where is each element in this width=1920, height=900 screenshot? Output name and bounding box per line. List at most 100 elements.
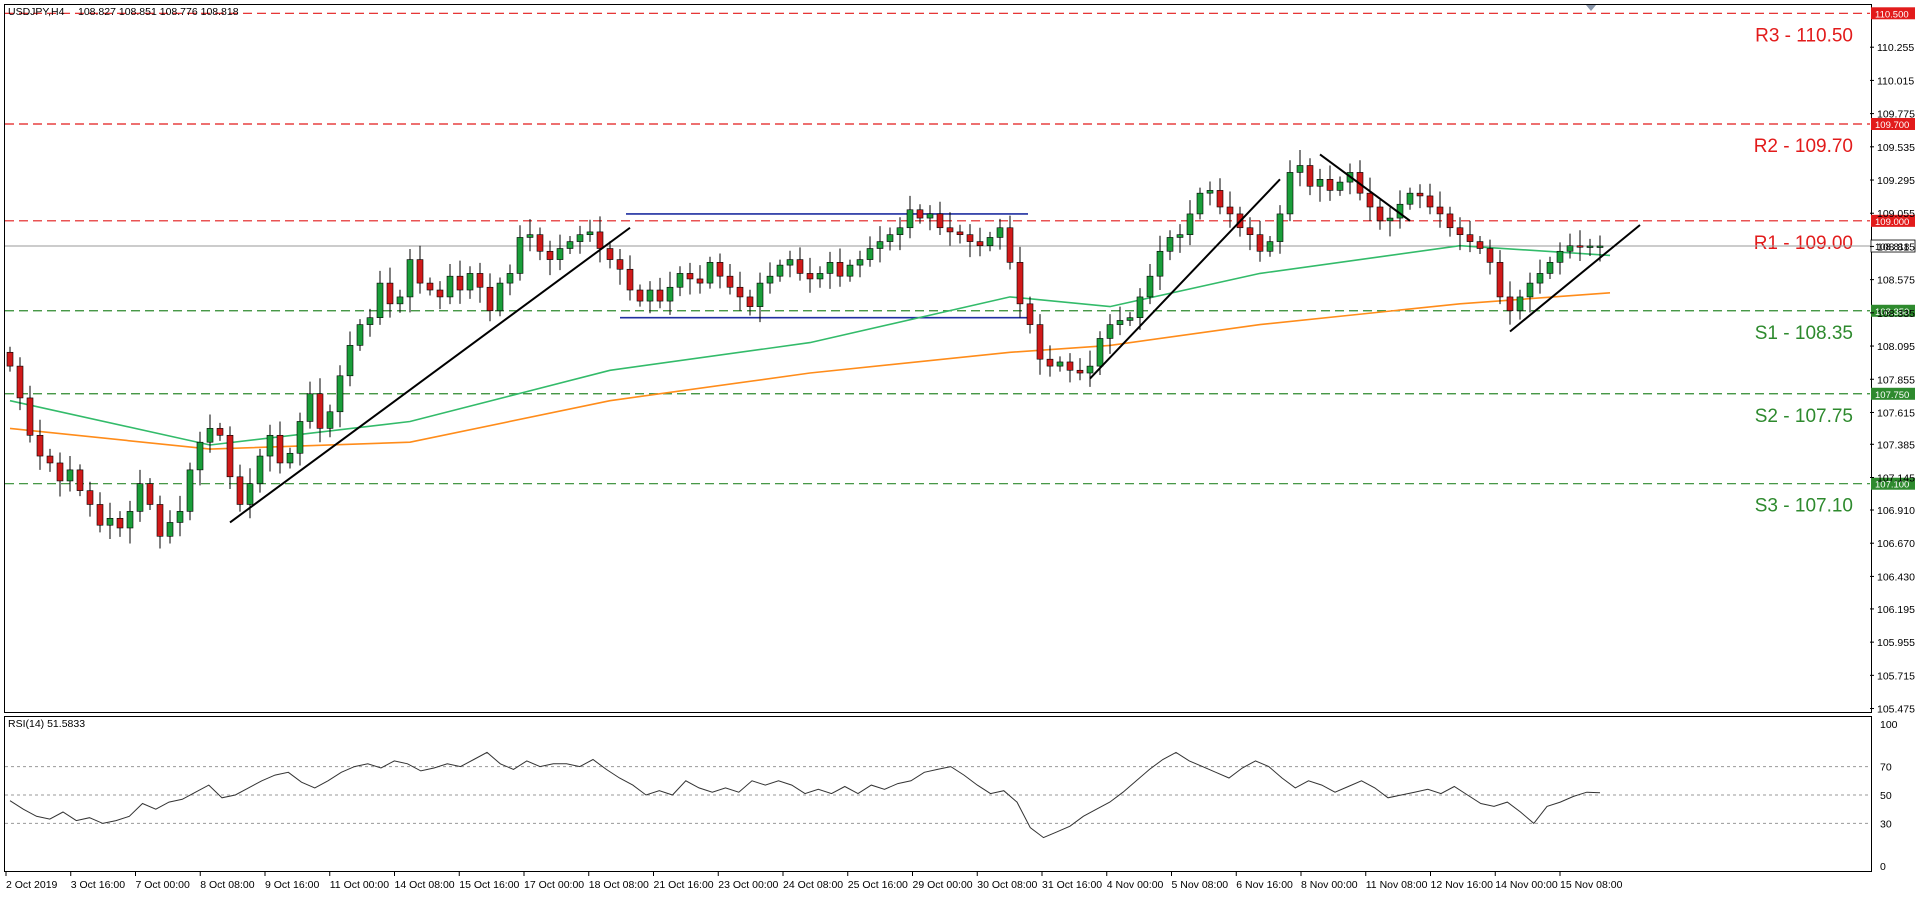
- candle: [606, 241, 614, 269]
- candle: [956, 224, 964, 244]
- candle: [1376, 199, 1384, 230]
- candle: [586, 219, 594, 242]
- candle: [396, 289, 404, 313]
- time-tick-label: 5 Nov 08:00: [1172, 879, 1229, 891]
- candle: [886, 227, 894, 251]
- candle-body: [876, 241, 884, 249]
- candle: [826, 251, 834, 289]
- candle-body: [1316, 179, 1324, 187]
- candle: [56, 452, 64, 497]
- time-axis: 2 Oct 2019 3 Oct 16:00 7 Oct 00:00 8 Oct 08…: [5, 872, 1623, 891]
- candle: [506, 264, 514, 296]
- candle-body: [6, 351, 14, 367]
- candle: [126, 500, 134, 544]
- candle-body: [806, 273, 814, 280]
- time-tick-label: 25 Oct 16:00: [848, 879, 908, 891]
- levels-layer: R3 - 110.50 R2 - 109.70 R1 - 109.00 S1 - 10…: [5, 12, 1870, 517]
- candle-body: [1156, 250, 1164, 277]
- candle-body: [1376, 206, 1384, 222]
- candle-body: [506, 273, 514, 284]
- candle: [1546, 256, 1554, 279]
- candle-body: [336, 375, 344, 413]
- candle: [96, 492, 104, 533]
- candle-body: [926, 213, 934, 219]
- candle-body: [906, 209, 914, 229]
- candle-body: [1206, 190, 1214, 194]
- candle-body: [676, 273, 684, 288]
- candle-body: [1366, 192, 1374, 208]
- price-axis: 110.255 110.015 109.775 109.535 109.295 109.0…: [1870, 42, 1915, 716]
- candle-body: [1106, 324, 1114, 339]
- candle: [966, 224, 974, 258]
- ohlc-readout: 108.827 108.851 108.776 108.818: [78, 6, 239, 18]
- candle-body: [916, 209, 924, 219]
- candle-body: [266, 434, 274, 457]
- candle: [146, 478, 154, 510]
- candle-body: [866, 248, 874, 260]
- candle-body: [536, 234, 544, 252]
- candle-body: [206, 428, 214, 443]
- candle: [1076, 358, 1084, 381]
- candle-body: [216, 428, 224, 436]
- candle-body: [76, 469, 84, 491]
- candle-body: [816, 273, 824, 280]
- rsi-tick-label: 70: [1880, 762, 1892, 774]
- candle-body: [26, 397, 34, 436]
- price-tick-label: 108.575: [1877, 275, 1915, 287]
- candle: [166, 510, 174, 544]
- candle-body: [1466, 234, 1474, 242]
- level-tag-r1: [1871, 214, 1915, 227]
- time-tick-label: 11 Nov 08:00: [1366, 879, 1428, 891]
- rsi-tick-label: 30: [1880, 818, 1892, 830]
- time-tick-label: 18 Oct 08:00: [589, 879, 649, 891]
- candle: [356, 319, 364, 351]
- candle: [656, 277, 664, 309]
- candle: [1186, 200, 1194, 246]
- candle-body: [136, 483, 144, 512]
- candle-body: [1386, 217, 1394, 222]
- candle: [846, 259, 854, 282]
- level-tag-s3: [1871, 477, 1915, 490]
- candle: [116, 511, 124, 537]
- candle-body: [596, 231, 604, 249]
- price-tick-label: 105.715: [1877, 670, 1915, 682]
- candle-body: [236, 476, 244, 505]
- price-tick-label: 107.615: [1877, 407, 1915, 419]
- candle: [996, 218, 1004, 250]
- time-tick-label: 24 Oct 08:00: [783, 879, 843, 891]
- candle-body: [276, 434, 284, 464]
- rsi-layer: 100 70 50 30 0: [5, 719, 1898, 873]
- candle: [1276, 205, 1284, 254]
- candle: [256, 448, 264, 493]
- candle: [306, 381, 314, 429]
- candle: [1536, 259, 1544, 294]
- candle-body: [776, 264, 784, 277]
- price-tick-label: 106.195: [1877, 604, 1915, 616]
- price-tick-label: 108.815: [1877, 241, 1915, 253]
- candle-body: [1176, 234, 1184, 238]
- chart-shift-marker-icon[interactable]: [1586, 5, 1596, 11]
- candle: [1306, 158, 1314, 196]
- candle-body: [16, 365, 24, 399]
- candle-body: [626, 268, 634, 291]
- candle: [6, 346, 14, 372]
- candle: [1126, 312, 1134, 326]
- candle-body: [716, 262, 724, 277]
- candle-body: [496, 282, 504, 312]
- time-tick-label: 4 Nov 00:00: [1107, 879, 1164, 891]
- candle: [766, 262, 774, 294]
- time-tick-label: 15 Oct 16:00: [459, 879, 519, 891]
- candle: [36, 419, 44, 470]
- candle: [516, 225, 524, 281]
- candle: [1266, 236, 1274, 257]
- candle-body: [456, 275, 464, 291]
- level-tag-text: 107.100: [1875, 480, 1909, 491]
- candle: [976, 227, 984, 257]
- candle-body: [1066, 361, 1074, 371]
- price-tick-label: 110.255: [1877, 42, 1914, 54]
- candle: [1456, 217, 1464, 251]
- candle: [906, 195, 914, 239]
- candle: [426, 277, 434, 296]
- candle-body: [346, 345, 354, 377]
